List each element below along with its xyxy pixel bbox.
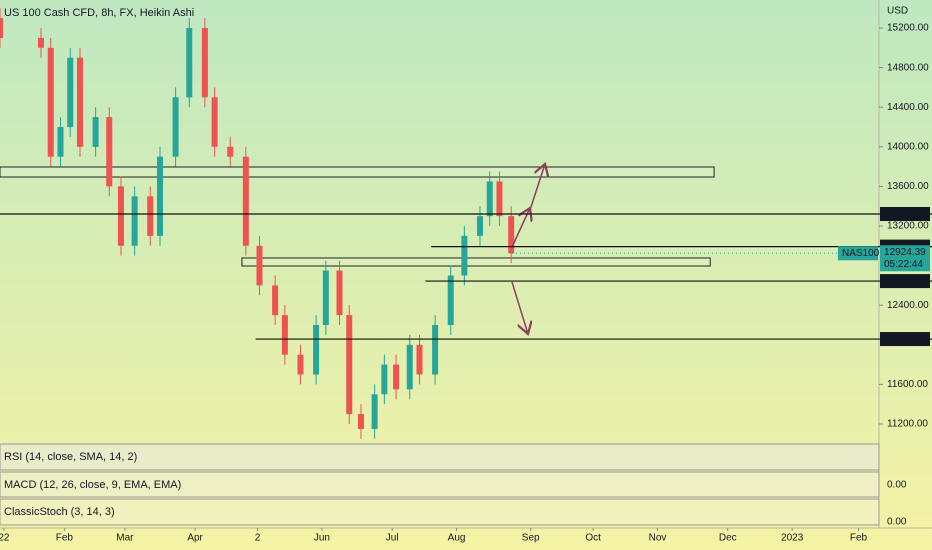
x-tick-label: Aug: [448, 533, 466, 544]
y-tick-label: 13200.00: [887, 221, 929, 232]
candle-body: [242, 156, 249, 246]
x-tick-label: 2: [255, 533, 261, 544]
stoch-pane: [0, 498, 880, 526]
symbol: NAS100: [842, 248, 880, 259]
indicator-name: MACD (12, 26, close, 9, EMA, EMA): [4, 479, 181, 491]
candle-body: [106, 117, 113, 187]
x-tick-label: Nov: [649, 533, 667, 544]
candle-body: [117, 186, 124, 246]
zone: [0, 166, 715, 178]
level-label: 12643.57: [884, 276, 926, 287]
candle-body: [381, 364, 388, 395]
candle-body: [496, 181, 503, 217]
candle-body: [322, 270, 329, 325]
candle-body: [37, 37, 44, 48]
candle-body: [67, 57, 74, 128]
x-tick-label: Apr: [187, 533, 203, 544]
level-tag: [880, 206, 930, 221]
candle-body: [393, 364, 400, 390]
indicators: [0, 443, 880, 526]
candle-body: [186, 28, 193, 98]
candle-body: [0, 18, 3, 38]
candle-body: [416, 344, 423, 375]
y-tick-label: 14000.00: [887, 141, 929, 152]
candle-body: [281, 315, 288, 355]
candle-body: [256, 245, 263, 286]
currency: USD: [887, 6, 908, 17]
x-tick-label: 22: [0, 533, 10, 544]
level-tag: [880, 274, 930, 289]
last-price-tag: [880, 245, 930, 272]
arrow: [529, 164, 545, 211]
arrow: [511, 281, 528, 334]
x-tick-label: Dec: [719, 533, 737, 544]
candle-body: [131, 196, 138, 246]
candle-body: [147, 196, 154, 236]
candle-body: [406, 344, 413, 390]
candle-body: [92, 117, 99, 147]
x-tick-label: Sep: [522, 533, 540, 544]
rsi-pane: [0, 443, 880, 471]
candle-body: [297, 354, 304, 375]
x-tick-label: Feb: [850, 533, 868, 544]
x-tick-label: Feb: [56, 533, 74, 544]
indicator-name: RSI (14, close, SMA, 14, 2): [4, 451, 137, 463]
y-tick-label: 11600.00: [887, 379, 928, 390]
y-tick-label: 15200.00: [887, 23, 929, 34]
candle-body: [57, 127, 64, 157]
x-tick-label: 2023: [781, 533, 804, 544]
candle-body: [313, 324, 320, 375]
candle-body: [272, 285, 279, 316]
candle-body: [461, 235, 468, 276]
x-tick-label: Mar: [116, 533, 134, 544]
macd-pane: [0, 471, 880, 498]
candle-body: [432, 324, 439, 375]
level-label: 13321.26: [884, 209, 926, 220]
level-tag: [880, 332, 930, 347]
candle-body: [508, 216, 515, 254]
candle-body: [371, 394, 378, 429]
x-tick-label: Oct: [585, 533, 601, 544]
candle-body: [211, 97, 218, 147]
candle-body: [47, 47, 54, 157]
y-tick-label: 14800.00: [887, 62, 929, 73]
indicator-name: ClassicStoch (3, 14, 3): [4, 506, 115, 518]
candle-body: [357, 414, 364, 429]
candle-body: [476, 216, 483, 236]
candle-body: [76, 57, 83, 147]
candle-body: [447, 275, 454, 325]
x-tick-label: Jun: [314, 533, 330, 544]
zone: [241, 257, 711, 267]
candle-body: [227, 146, 234, 157]
candle-body: [156, 156, 163, 236]
candle-body: [346, 315, 353, 415]
indicator-axis-label: 0.00: [887, 480, 907, 491]
x-tick-label: Jul: [386, 533, 399, 544]
indicator-axis-label: 0.00: [887, 517, 907, 528]
candle-body: [201, 28, 208, 98]
candle-body: [486, 181, 493, 217]
candle-body: [172, 97, 179, 157]
y-tick-label: 11200.00: [887, 419, 928, 430]
plot: [0, 8, 715, 439]
chart-title: US 100 Cash CFD, 8h, FX, Heikin Ashi: [4, 7, 194, 19]
countdown: 05:22:44: [884, 259, 923, 270]
y-tick-label: 13600.00: [887, 181, 929, 192]
candle-body: [336, 270, 343, 316]
y-tick-label: 14400.00: [887, 102, 929, 113]
last-price: 12924.39: [884, 247, 926, 258]
symbol-tag: [838, 246, 878, 261]
y-tick-label: 12400.00: [887, 300, 929, 311]
level-label: 12058.03: [884, 334, 926, 345]
